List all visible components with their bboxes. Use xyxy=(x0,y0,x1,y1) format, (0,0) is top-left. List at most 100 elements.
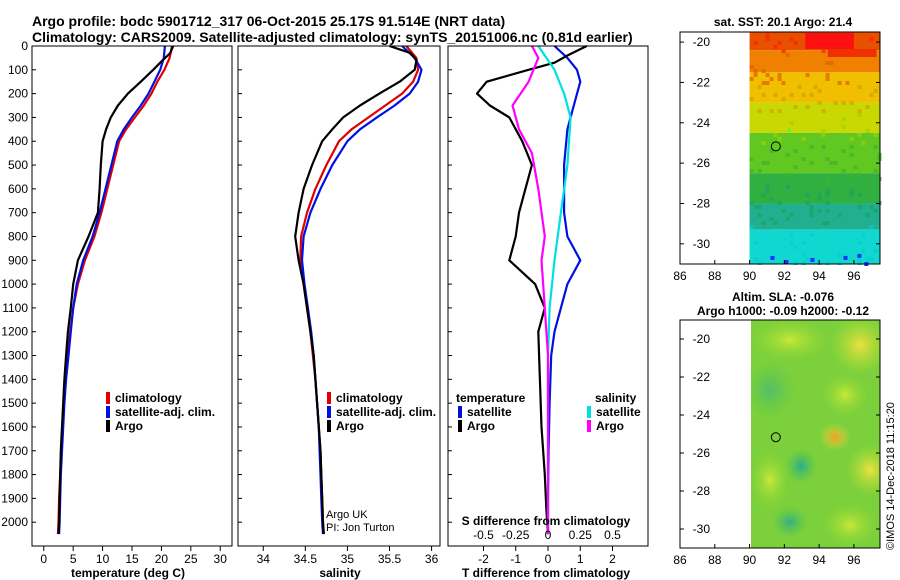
sst-cell xyxy=(773,45,778,49)
sst-cell xyxy=(857,173,862,177)
legend-argo-swatch xyxy=(327,420,331,432)
map-x-tick-label: 96 xyxy=(847,269,861,283)
sst-cell xyxy=(869,93,874,97)
legend-satellite-swatch xyxy=(327,406,331,418)
temperature-x-label: temperature (deg C) xyxy=(71,566,185,580)
legend-climatology-swatch xyxy=(106,392,110,404)
sst-cloud-mask xyxy=(770,255,775,260)
map-x-tick-label: 90 xyxy=(743,269,757,283)
sst-cell xyxy=(781,81,786,85)
depth-tick-label: 1800 xyxy=(1,468,28,482)
argo-float-marker xyxy=(770,141,781,152)
s-diff-x-ticks: -0.5 -0.25 0 0.25 0.5 xyxy=(473,528,621,542)
map-y-tick-label: -26 xyxy=(693,446,711,460)
sst-cell xyxy=(825,209,830,213)
sst-cell xyxy=(841,149,846,153)
sst-cell xyxy=(825,177,830,181)
sst-cell xyxy=(817,89,822,93)
sst-cell xyxy=(797,85,802,89)
sst-cell xyxy=(789,93,794,97)
top-tick-label: 0.25 xyxy=(569,528,593,542)
sst-cell xyxy=(873,209,878,213)
map-x-tick-label: 90 xyxy=(743,553,757,567)
sst-cell xyxy=(837,253,842,257)
sst-cell xyxy=(785,173,790,177)
sst-cell xyxy=(817,101,822,105)
sst-cell xyxy=(757,213,762,217)
sst-cell xyxy=(849,153,854,157)
sst-cell xyxy=(873,249,878,253)
sla-map-panel: Altim. SLA: -0.076 Argo h1000: -0.09 h20… xyxy=(673,290,881,567)
sst-x-ticks: 86 88 90 92 94 96 xyxy=(673,260,861,283)
sst-cell xyxy=(829,161,834,165)
x-tick-label: 25 xyxy=(184,552,198,566)
x-tick-label: 15 xyxy=(125,552,139,566)
sst-cell xyxy=(773,133,778,137)
sst-cell xyxy=(821,49,826,53)
sst-cell xyxy=(825,201,830,205)
depth-tick-label: 600 xyxy=(8,182,28,196)
credits-org: Argo UK xyxy=(326,509,368,521)
depth-tick-label: 1200 xyxy=(1,325,28,339)
sst-map-axes xyxy=(679,31,881,265)
depth-tick-label: 400 xyxy=(8,134,28,148)
figure-subtitle: Climatology: CARS2009. Satellite-adjuste… xyxy=(32,29,633,45)
sst-cell xyxy=(765,37,770,41)
depth-tick-label: 1600 xyxy=(1,420,28,434)
sst-cell xyxy=(817,197,822,201)
sst-cell xyxy=(765,33,770,37)
legend-climatology-label: climatology xyxy=(336,391,403,405)
sst-cell xyxy=(749,201,754,205)
sst-cell xyxy=(793,165,798,169)
sst-cell xyxy=(769,149,774,153)
series-line-argo xyxy=(294,44,418,535)
sst-cell xyxy=(813,85,818,89)
map-y-tick-label: -22 xyxy=(693,75,711,89)
depth-ticks: 0 100 200 300 400 500 600 700 800 900 1000 1100 1200… xyxy=(1,39,28,529)
legend-argo-swatch xyxy=(106,420,110,432)
sst-cell xyxy=(753,257,758,261)
salinity-x-label: salinity xyxy=(319,566,361,580)
sst-cell xyxy=(865,129,870,133)
legend-s-argo-label: Argo xyxy=(596,419,624,433)
sst-cell xyxy=(865,213,870,217)
legend-satellite-label: satellite-adj. clim. xyxy=(115,405,215,419)
depth-tick-label: 1300 xyxy=(1,349,28,363)
argo-float-marker xyxy=(770,432,781,443)
top-tick-label: 0 xyxy=(545,528,552,542)
depth-tick-label: 900 xyxy=(8,253,28,267)
sst-cell xyxy=(861,249,866,253)
sst-cell xyxy=(757,261,762,265)
sst-y-ticks: -20 -22 -24 -26 -28 -30 xyxy=(680,35,880,251)
legend-t-argo-swatch xyxy=(458,420,462,432)
sst-cell xyxy=(781,97,786,101)
map-y-tick-label: -30 xyxy=(693,237,711,251)
x-tick-label: 2 xyxy=(609,552,616,566)
sst-cell xyxy=(821,133,826,137)
sst-cell xyxy=(849,193,854,197)
sst-cell xyxy=(853,165,858,169)
x-tick-label: -1 xyxy=(510,552,521,566)
salinity-legend: climatology satellite-adj. clim. Argo xyxy=(327,391,436,433)
sst-cell xyxy=(765,185,770,189)
sst-cell xyxy=(789,121,794,125)
sst-cell xyxy=(801,93,806,97)
sst-cell xyxy=(809,213,814,217)
map-y-tick-label: -22 xyxy=(693,370,711,384)
difference-legend: temperature satellite Argo salinity sate… xyxy=(456,391,641,433)
sla-y-ticks: -20 -22 -24 -26 -28 -30 xyxy=(680,332,880,536)
sst-cell xyxy=(749,157,754,161)
x-tick-label: -2 xyxy=(478,552,489,566)
sst-cell xyxy=(761,221,766,225)
sst-cell xyxy=(773,221,778,225)
legend-t-argo-label: Argo xyxy=(467,419,495,433)
sst-cell xyxy=(761,193,766,197)
sla-blob xyxy=(751,450,790,510)
sst-cell xyxy=(789,213,794,217)
sst-cell xyxy=(753,205,758,209)
sla-blob xyxy=(772,506,808,538)
sst-cell xyxy=(805,201,810,205)
sst-cloud-mask xyxy=(810,257,815,262)
legend-s-satellite-label: satellite xyxy=(596,405,641,419)
sst-cloud-mask xyxy=(784,259,789,264)
